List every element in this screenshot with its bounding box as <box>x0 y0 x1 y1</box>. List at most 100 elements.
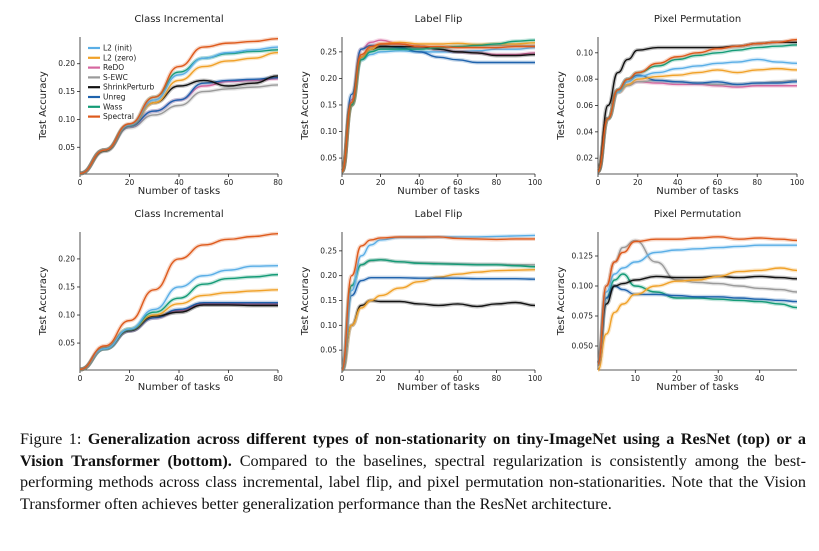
x-tick-label: 20 <box>376 374 386 383</box>
legend-label: Unreg <box>103 93 126 102</box>
x-tick-label: 40 <box>414 374 424 383</box>
series-line-wass <box>341 259 536 371</box>
x-tick-label: 60 <box>224 178 234 187</box>
y-tick-label: 0.05 <box>320 346 337 355</box>
series-line-unreg <box>341 44 535 173</box>
x-tick-label: 20 <box>125 374 135 383</box>
y-tick-label: 0.125 <box>572 252 594 261</box>
series-band-unreg <box>340 43 535 174</box>
series-line-redo <box>341 39 536 173</box>
series-line-spectral <box>79 232 279 371</box>
series-band-redo <box>340 38 536 174</box>
chart-5: Label Flip Number of tasks Test Accuracy 0 2… <box>300 209 542 393</box>
series-band-shrinkperturb <box>79 302 278 372</box>
x-tick-label: 40 <box>174 374 184 383</box>
x-tick-label: 20 <box>376 178 386 187</box>
legend: L2 (init)L2 (zero)ReDOS-EWCShrinkPerturb… <box>88 44 155 121</box>
y-tick-label: 0.08 <box>576 75 593 84</box>
y-tick-label: 0.02 <box>576 154 593 163</box>
y-tick-label: 0.15 <box>58 87 75 96</box>
chart-6: Pixel Permutation Number of tasks Test Acc… <box>556 209 798 393</box>
x-tick-label: 80 <box>752 178 762 187</box>
legend-label: ShrinkPerturb <box>103 83 155 92</box>
y-axis-label: Test Accuracy <box>38 267 49 337</box>
x-tick-label: 40 <box>174 178 184 187</box>
x-axis-label: Number of tasks <box>656 186 738 197</box>
x-tick-label: 20 <box>125 178 135 187</box>
series-line-shrinkperturb <box>79 304 278 371</box>
chart-title: Label Flip <box>415 14 463 25</box>
series-band-wass <box>340 38 536 174</box>
y-tick-label: 0.20 <box>320 271 337 280</box>
x-axis-label: Number of tasks <box>138 382 220 393</box>
chart-4: Class Incremental Number of tasks Test Acc… <box>38 209 283 393</box>
y-tick-label: 0.04 <box>576 127 593 136</box>
series-band-shrinkperturb <box>340 44 536 174</box>
y-tick-label: 0.25 <box>320 47 337 56</box>
y-axis-label: Test Accuracy <box>556 71 567 141</box>
series-line-spectral <box>341 236 535 371</box>
x-tick-label: 40 <box>414 178 424 187</box>
x-tick-label: 40 <box>755 374 765 383</box>
series-line-wass <box>341 39 536 173</box>
series-band-shrinkperturb <box>340 298 536 372</box>
x-tick-label: 0 <box>340 374 345 383</box>
y-axis-label: Test Accuracy <box>38 71 49 141</box>
caption-label: Figure 1: <box>20 430 82 448</box>
x-axis-label: Number of tasks <box>656 382 738 393</box>
series-line-shrinkperturb <box>341 299 536 371</box>
chart-title: Label Flip <box>415 209 463 220</box>
x-tick-label: 60 <box>453 178 463 187</box>
legend-label: ReDO <box>103 63 124 72</box>
series-line-spectral <box>597 236 798 365</box>
series-band-wass <box>596 42 798 174</box>
x-tick-label: 0 <box>340 178 345 187</box>
series-line-l2-init- <box>597 244 797 365</box>
series-band-l2-init- <box>340 45 536 174</box>
series-line-unreg <box>597 74 798 173</box>
y-tick-label: 0.10 <box>576 48 593 57</box>
chart-title: Class Incremental <box>134 14 223 25</box>
series-band-unreg <box>596 73 798 174</box>
caption-text: Compared to the baselines, spectral regu… <box>20 451 807 513</box>
x-tick-label: 80 <box>492 178 502 187</box>
series-band-s-ewc <box>596 78 798 174</box>
chart-3: Pixel Permutation Number of tasks Test Acc… <box>556 14 804 197</box>
y-tick-label: 0.06 <box>576 101 593 110</box>
series-line-l2-init- <box>597 58 798 173</box>
series-band-l2-init- <box>596 57 798 174</box>
y-tick-label: 0.20 <box>320 74 337 83</box>
x-tick-label: 0 <box>78 374 83 383</box>
series-line-shrinkperturb <box>341 45 536 173</box>
y-tick-label: 0.10 <box>58 311 75 320</box>
series-line-s-ewc <box>79 304 278 371</box>
figure-charts: Class Incremental Number of tasks Test Acc… <box>38 14 804 393</box>
legend-label: Wass <box>103 102 122 111</box>
series-line-spectral <box>341 43 535 173</box>
series-band-l2-init- <box>596 243 797 366</box>
y-tick-label: 0.15 <box>320 100 337 109</box>
x-tick-label: 30 <box>713 374 723 383</box>
chart-1: Class Incremental Number of tasks Test Acc… <box>38 14 283 197</box>
caption-bold: Generalization across different types of… <box>20 430 807 470</box>
y-tick-label: 0.25 <box>320 246 337 255</box>
series-line-spectral <box>79 37 279 175</box>
series-band-s-ewc <box>79 302 278 372</box>
y-tick-label: 0.050 <box>572 342 594 351</box>
series-line-redo <box>597 81 797 173</box>
series-band-l2-zero- <box>340 267 536 372</box>
series-line-unreg <box>341 276 536 371</box>
x-tick-label: 100 <box>528 374 543 383</box>
chart-title: Pixel Permutation <box>654 209 741 220</box>
x-tick-label: 80 <box>273 374 283 383</box>
series-line-shrinkperturb <box>597 275 798 365</box>
x-tick-label: 20 <box>672 374 682 383</box>
series-line-l2-init- <box>79 264 279 371</box>
y-tick-label: 0.100 <box>572 282 594 291</box>
series-line-spectral <box>597 38 798 173</box>
chart-2: Label Flip Number of tasks Test Accuracy 0 2… <box>300 14 542 197</box>
chart-title: Class Incremental <box>134 209 223 220</box>
x-tick-label: 80 <box>492 374 502 383</box>
figure-caption: Figure 1: Generalization across differen… <box>20 429 806 515</box>
x-tick-label: 20 <box>633 178 643 187</box>
